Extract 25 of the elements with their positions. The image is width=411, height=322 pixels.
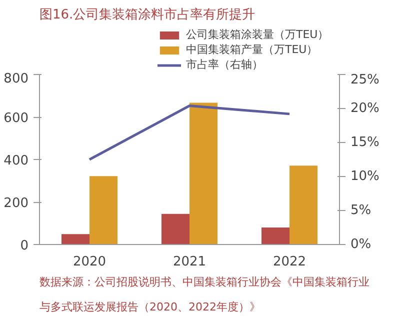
- y-tick-label: 600: [4, 111, 29, 126]
- bar: [262, 228, 290, 244]
- bar: [162, 214, 190, 244]
- legend-label: 市占率（右轴）: [186, 57, 263, 72]
- y-tick-label: 800: [4, 72, 29, 86]
- chart-title: 图16.公司集装箱涂料市占率有所提升: [40, 6, 256, 22]
- y2-tick-label: 25%: [350, 72, 380, 88]
- y-tick-label: 0: [20, 238, 29, 254]
- y-tick-label: 200: [4, 196, 29, 211]
- legend-label: 中国集装箱产量（万TEU）: [186, 42, 318, 57]
- y2-tick-label: 0%: [350, 237, 372, 252]
- source-note: 数据来源：公司招股说明书、中国集装箱行业协会《中国集装箱行业与多式联运发展报告（2020、2022年度）》: [40, 276, 370, 314]
- bar: [90, 176, 118, 244]
- x-tick-label: 2021: [172, 254, 206, 270]
- bar: [190, 102, 218, 244]
- y-tick-label: 400: [4, 154, 29, 168]
- y2-tick-label: 20%: [350, 101, 380, 116]
- y2-tick-label: 10%: [350, 169, 380, 184]
- y2-tick-label: 15%: [350, 135, 380, 150]
- bar: [62, 234, 90, 244]
- x-tick-label: 2022: [272, 254, 306, 270]
- y2-tick-label: 5%: [350, 203, 372, 218]
- x-tick-label: 2020: [72, 254, 106, 270]
- bar: [290, 166, 318, 244]
- legend-label: 公司集装箱涂装量（万TEU）: [186, 27, 329, 42]
